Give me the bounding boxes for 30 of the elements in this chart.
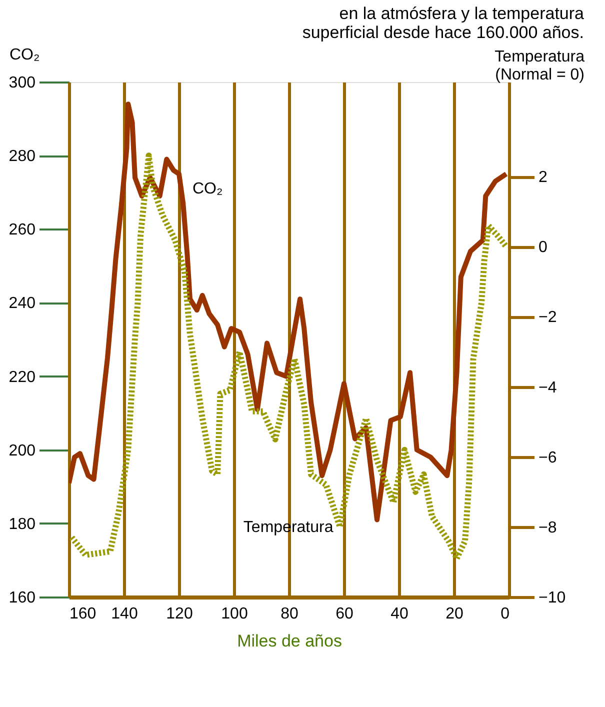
x-axis-title: Miles de años xyxy=(237,632,342,650)
x-tick-label: 140 xyxy=(111,606,138,622)
text: en la atmósfera y la temperatura xyxy=(339,4,584,23)
y-axis-title: CO₂ xyxy=(10,46,40,64)
y-tick-label: 240 xyxy=(8,295,36,312)
y-tick-label: 220 xyxy=(8,368,36,386)
y2-tick-label: −6 xyxy=(538,449,557,466)
text: superficial desde hace 160.000 años. xyxy=(302,23,584,42)
y-tick-label: 300 xyxy=(8,74,36,92)
y-tick-label: 160 xyxy=(8,590,36,606)
y-tick-label: 180 xyxy=(8,516,36,533)
y2-tick-label: −2 xyxy=(538,309,557,326)
y-tick-label: 200 xyxy=(8,442,36,460)
y2-axis-title: Temperatura (Normal = 0) xyxy=(494,48,585,84)
x-tick-label: 100 xyxy=(221,606,248,622)
x-tick-label: 60 xyxy=(336,606,354,622)
x-tick-label: 0 xyxy=(500,606,510,622)
x-tick-label: 160 xyxy=(70,606,96,622)
y2-tick-label: −8 xyxy=(538,519,557,536)
y2-tick-label: −4 xyxy=(538,379,557,396)
y-tick-label: 260 xyxy=(8,222,36,239)
x-tick-label: 80 xyxy=(280,606,298,622)
y2-tick-label: 0 xyxy=(538,239,548,256)
x-tick-label: 20 xyxy=(446,606,464,622)
y2-tick-label: −10 xyxy=(538,590,566,606)
annotation: CO₂ xyxy=(192,180,223,198)
y2-tick-label: 2 xyxy=(538,169,548,186)
y-tick-label: 280 xyxy=(8,148,36,166)
x-tick-label: 120 xyxy=(166,606,193,622)
x-tick-label: 40 xyxy=(390,606,408,622)
